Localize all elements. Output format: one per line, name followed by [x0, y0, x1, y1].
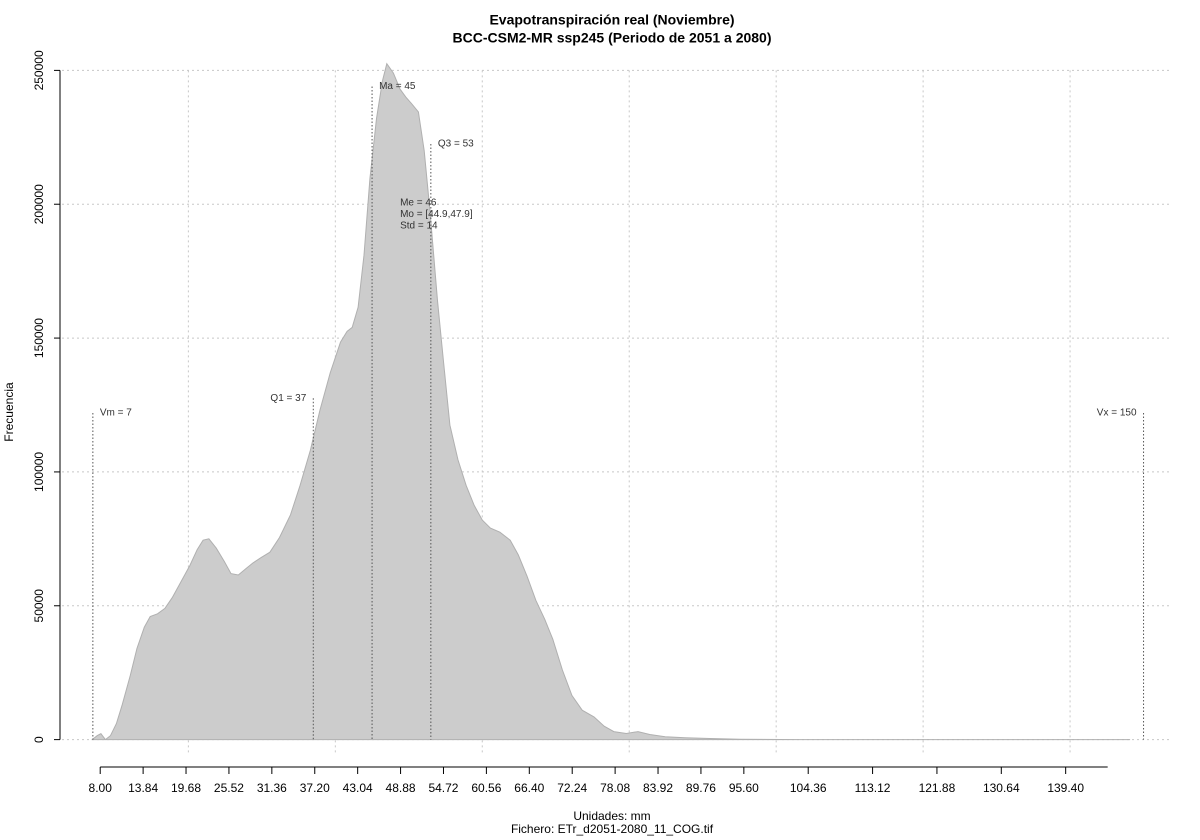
- x-tick-label: 19.68: [171, 781, 201, 795]
- chart-title: Evapotranspiración real (Noviembre): [489, 12, 734, 28]
- x-tick-label: 25.52: [214, 781, 244, 795]
- y-tick-label: 0: [32, 736, 46, 743]
- x-tick-label: 78.08: [600, 781, 630, 795]
- y-tick-label: 200000: [32, 184, 46, 224]
- density-area: [91, 62, 1131, 741]
- x-tick-label: 8.00: [89, 781, 113, 795]
- x-tick-label: 13.84: [128, 781, 158, 795]
- x-tick-label: 95.60: [729, 781, 759, 795]
- stat-label: Vm = 7: [100, 408, 132, 419]
- x-tick-label: 60.56: [471, 781, 501, 795]
- y-axis-label: Frecuencia: [2, 382, 16, 442]
- x-tick-label: 113.12: [855, 781, 891, 795]
- stat-label: Q3 = 53: [438, 139, 474, 150]
- x-tick-label: 83.92: [643, 781, 673, 795]
- x-tick-label: 104.36: [790, 781, 827, 795]
- x-axis-label: Unidades: mm: [573, 809, 650, 823]
- x-tick-label: 31.36: [257, 781, 287, 795]
- x-tick-label: 72.24: [557, 781, 587, 795]
- stat-note: Mo = [44.9,47.9]: [400, 209, 473, 220]
- caption: Fichero: ETr_d2051-2080_11_COG.tif: [511, 822, 714, 836]
- chart-subtitle: BCC-CSM2-MR ssp245 (Periodo de 2051 a 20…: [453, 30, 772, 46]
- x-tick-label: 37.20: [300, 781, 330, 795]
- x-tick-label: 130.64: [983, 781, 1020, 795]
- x-tick-label: 48.88: [386, 781, 416, 795]
- stat-label: Q1 = 37: [270, 393, 306, 404]
- x-tick-label: 43.04: [343, 781, 373, 795]
- stat-note: Std = 14: [400, 221, 438, 232]
- y-tick-label: 50000: [32, 589, 46, 623]
- x-tick-label: 54.72: [428, 781, 458, 795]
- stat-note: Me = 46: [400, 198, 437, 209]
- stat-label: Vx = 150: [1097, 408, 1137, 419]
- x-tick-label: 89.76: [686, 781, 716, 795]
- y-tick-label: 100000: [32, 452, 46, 492]
- x-tick-label: 66.40: [514, 781, 544, 795]
- x-tick-label: 121.88: [919, 781, 956, 795]
- stat-label: Ma = 45: [379, 81, 416, 92]
- x-tick-label: 139.40: [1047, 781, 1084, 795]
- y-tick-label: 150000: [32, 318, 46, 358]
- y-tick-label: 250000: [32, 50, 46, 90]
